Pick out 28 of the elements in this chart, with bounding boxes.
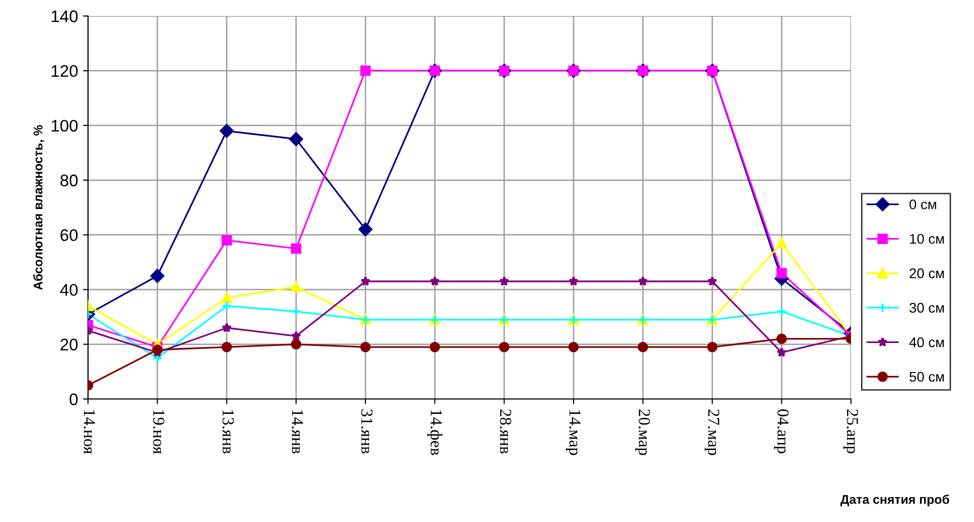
x-tick-label: 14.янв: [292, 410, 304, 454]
y-tick-label: 20: [60, 338, 78, 350]
y-tick-label: 60: [60, 229, 78, 242]
x-tick-label: 25.апр: [843, 409, 858, 454]
y-tick-label: 120: [52, 65, 78, 77]
x-tick-label: 04.апр: [774, 409, 789, 454]
x-tick-label: 20.мар: [635, 409, 650, 456]
x-tick-label: 13.янв: [222, 410, 234, 454]
x-tick-label: 14.фев: [427, 410, 442, 456]
legend-label: 0 см: [910, 199, 936, 210]
y-tick-label: 140: [52, 10, 78, 22]
y-tick-label: 100: [52, 120, 78, 132]
legend-label: 20 см: [910, 268, 944, 278]
legend-label: 40 см: [909, 337, 944, 348]
y-axis-title: Абсолютная влажность, %: [33, 125, 44, 290]
x-axis-title: Дата снятия проб: [840, 494, 950, 506]
legend-label: 30 см: [910, 302, 944, 313]
x-tick-label: 27.мар: [704, 409, 720, 456]
x-tick-label: 19.ноя: [153, 410, 164, 454]
x-tick-label: 28.янв: [500, 409, 512, 454]
legend-label: 50 см: [910, 372, 944, 382]
y-tick-label: 0: [70, 393, 78, 406]
y-tick-label: 80: [60, 174, 78, 186]
legend-label: 10 см: [910, 234, 944, 244]
x-tick-label: 31.янв: [361, 410, 372, 454]
y-tick-label: 40: [60, 284, 78, 296]
x-tick-label: 14.ноя: [84, 410, 95, 454]
x-tick-label: 14.мар: [566, 410, 581, 456]
